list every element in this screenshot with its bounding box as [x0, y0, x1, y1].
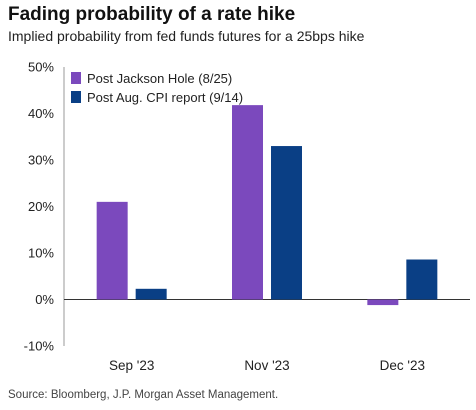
- chart-bars: [96, 105, 438, 306]
- bar: [406, 259, 438, 300]
- bar: [367, 299, 399, 306]
- y-tick-label: 10%: [28, 246, 54, 261]
- chart-legend: Post Jackson Hole (8/25) Post Aug. CPI re…: [71, 71, 243, 105]
- legend-swatch: [71, 72, 81, 84]
- bar: [135, 288, 167, 300]
- y-tick-label: 50%: [28, 60, 54, 75]
- legend-label: Post Jackson Hole (8/25): [87, 71, 232, 86]
- chart-title: Fading probability of a rate hike: [8, 4, 296, 25]
- bar: [96, 201, 128, 300]
- chart-subtitle: Implied probability from fed funds futur…: [8, 28, 365, 44]
- y-tick-label: 20%: [28, 199, 54, 214]
- x-tick-label: Sep '23: [109, 358, 154, 373]
- bar: [271, 146, 302, 300]
- source-note: Source: Bloomberg, J.P. Morgan Asset Man…: [8, 389, 279, 401]
- y-tick-label: 40%: [28, 106, 54, 121]
- legend-label: Post Aug. CPI report (9/14): [87, 90, 243, 105]
- y-tick-label: 30%: [28, 153, 54, 168]
- legend-swatch: [71, 91, 81, 103]
- y-tick-label: 0%: [35, 292, 54, 307]
- bar: [232, 105, 263, 300]
- x-tick-label: Dec '23: [380, 358, 425, 373]
- bar-chart: -10% 0% 10% 20% 30% 40% 50% Sep '23 Nov '23 Dec '…: [24, 60, 470, 374]
- chart-labels: -10% 0% 10% 20% 30% 40% 50% Sep '23 Nov '23 Dec '…: [24, 60, 425, 374]
- chart-axes: [63, 67, 470, 346]
- x-tick-label: Nov '23: [244, 358, 289, 373]
- y-tick-label: -10%: [24, 339, 55, 354]
